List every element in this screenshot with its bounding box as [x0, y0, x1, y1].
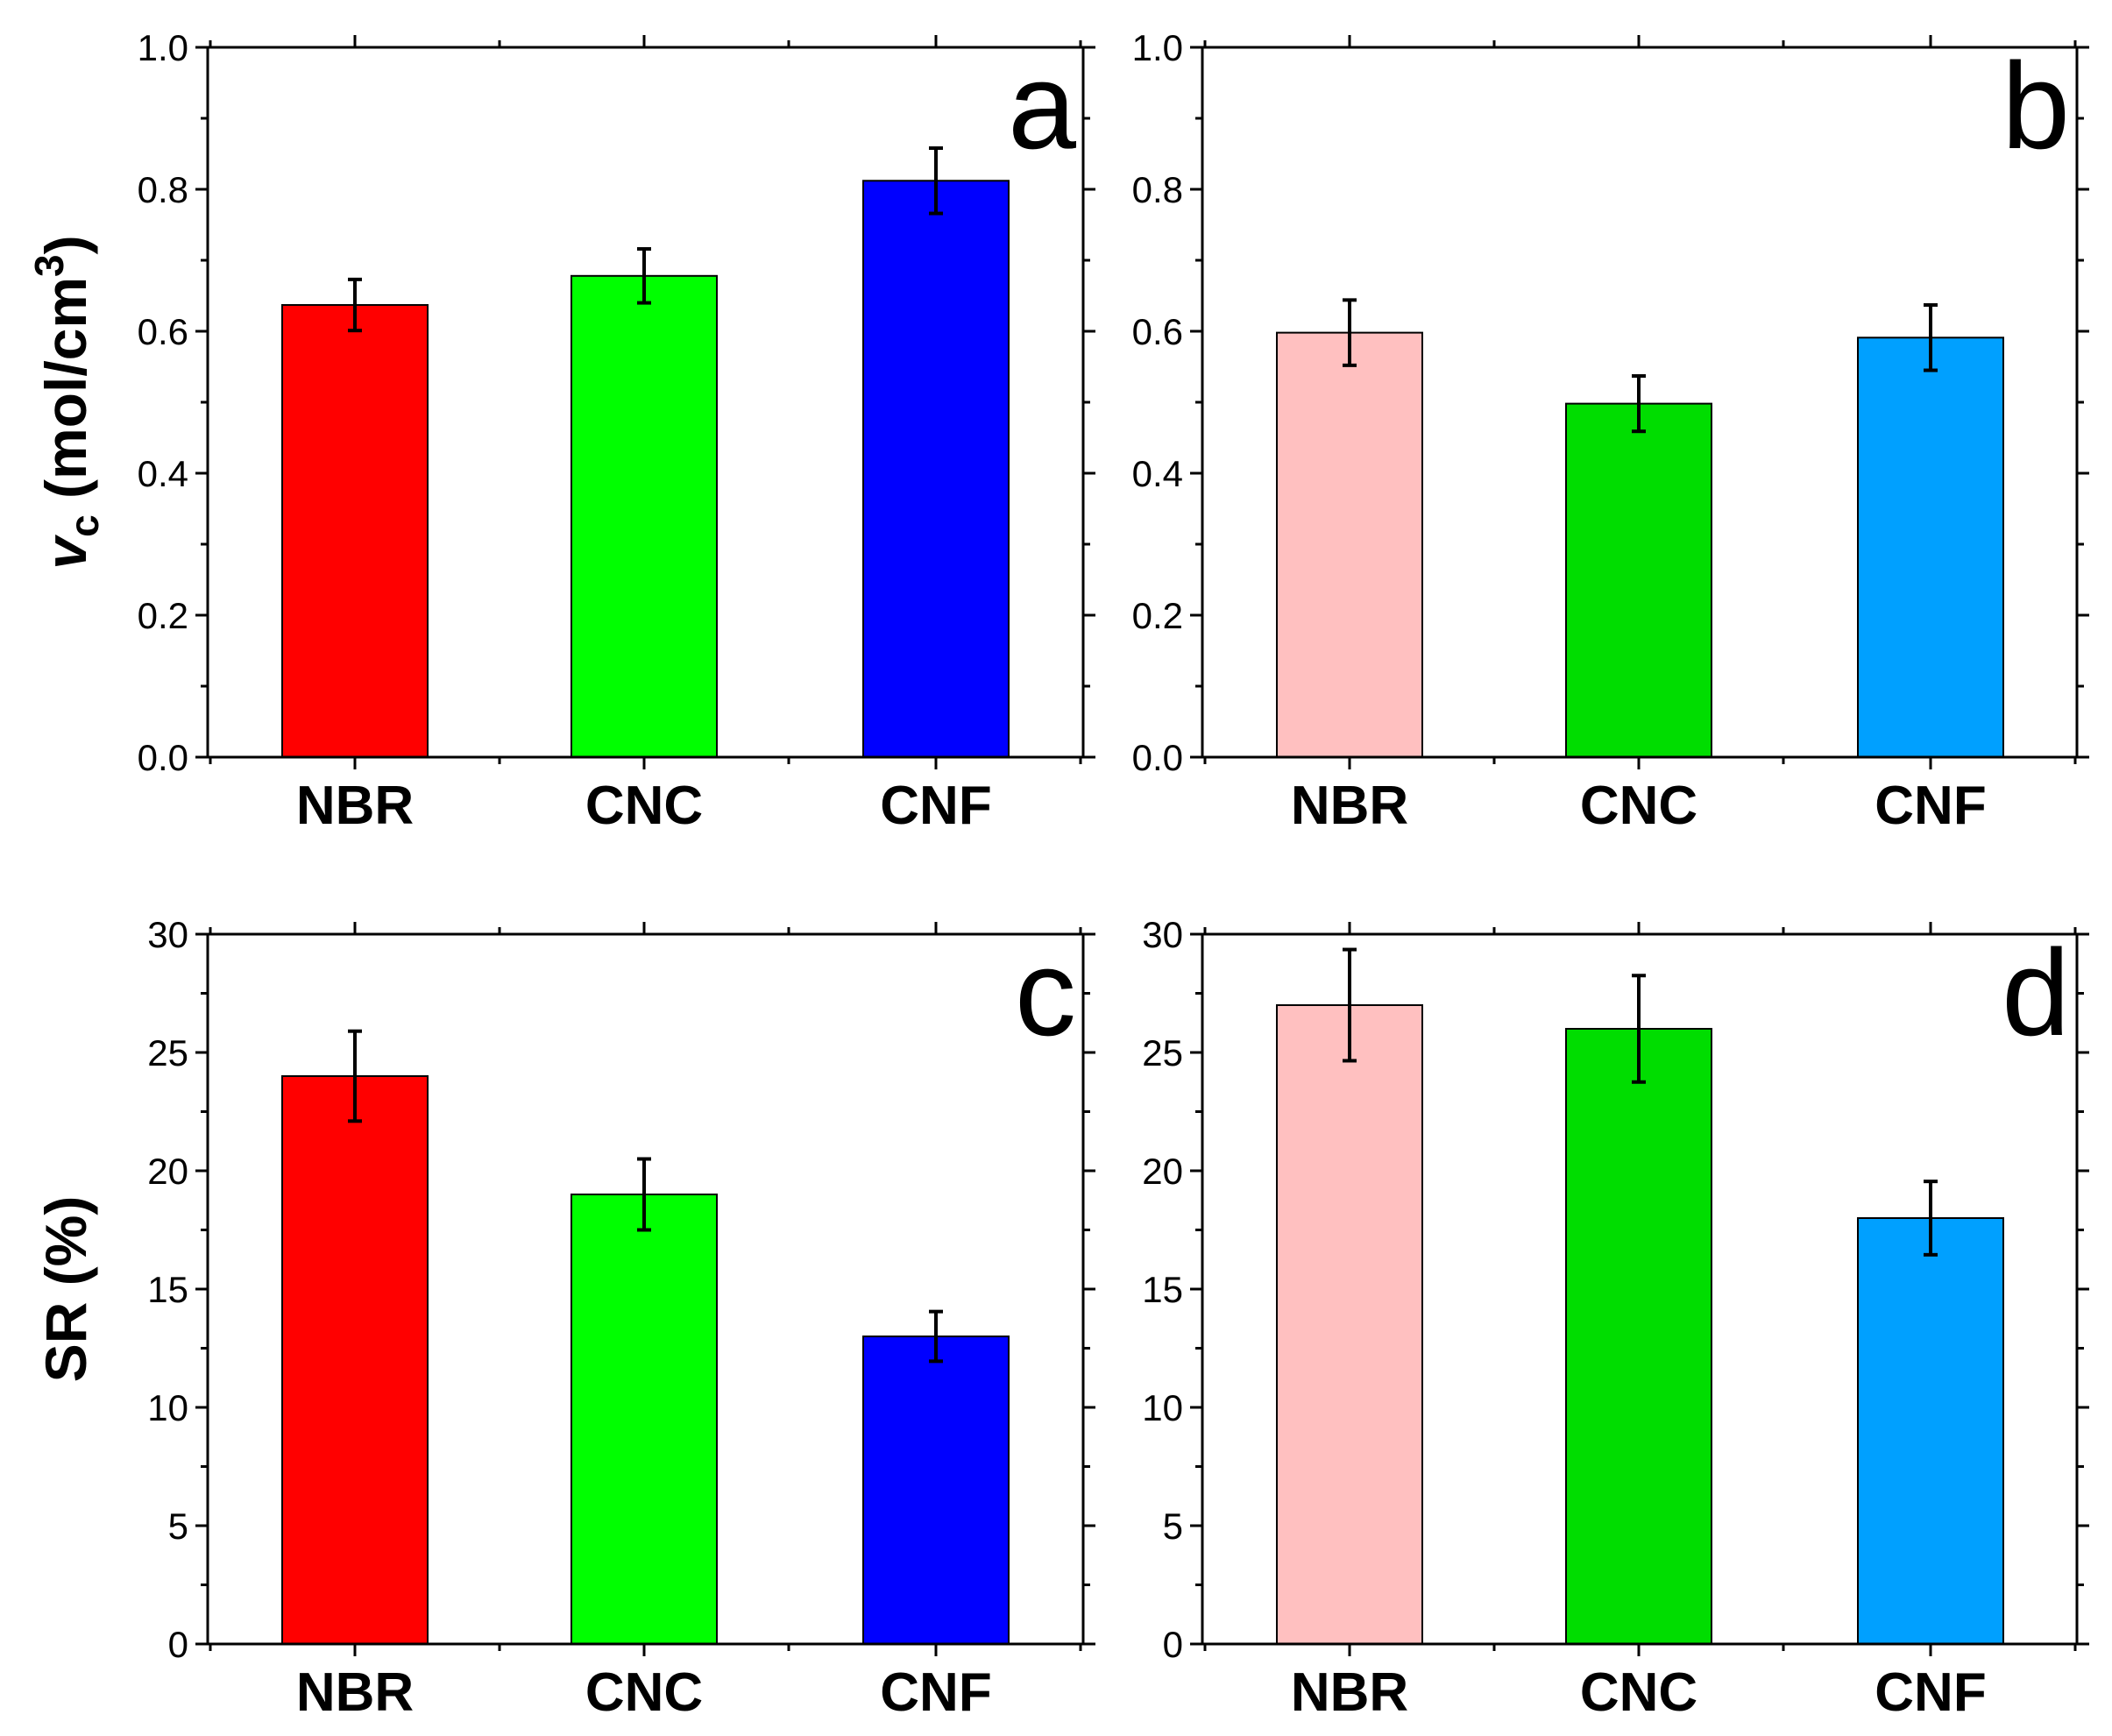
y-tick-label: 0.2: [1132, 595, 1183, 636]
error-bar-cnf: [929, 1309, 943, 1364]
x-ticks: [209, 922, 1082, 1656]
bar-nbr: [1276, 331, 1423, 758]
error-bar-nbr: [1343, 298, 1357, 367]
y-ticks: [195, 932, 1095, 1646]
bar-nbr: [281, 1075, 429, 1645]
y-tick-label: 30: [1142, 914, 1183, 955]
y-tick-label: 0.6: [138, 311, 188, 352]
y-tick-label: 1.0: [138, 27, 188, 68]
y-tick-label: 15: [1142, 1269, 1183, 1310]
y-tick-label: 25: [147, 1032, 188, 1073]
panel-letter: c: [1015, 924, 1076, 1061]
bar-cnf: [1857, 337, 2004, 758]
panel-b: 0.0 0.2 0.4 0.6 0.8 1.0 NBR CNC CNF b: [1132, 27, 2089, 836]
y-tick-label: 0.2: [138, 595, 188, 636]
bar-cnf: [1857, 1217, 2004, 1645]
y-tick-label: 5: [168, 1506, 188, 1547]
y-tick-label: 5: [1163, 1506, 1183, 1547]
bar-cnc: [1565, 402, 1712, 758]
y-tick-label: 25: [1142, 1032, 1183, 1073]
y-tick-label: 0: [168, 1624, 188, 1665]
bar-cnc: [571, 274, 718, 758]
bar-nbr: [1276, 1004, 1423, 1645]
error-bar-cnf: [1924, 1180, 1938, 1257]
y-axis-title-superscript: 3: [26, 254, 72, 277]
x-ticks: [1203, 922, 2077, 1656]
y-tick-label: 20: [1142, 1151, 1183, 1192]
error-bar-nbr: [1343, 947, 1357, 1063]
y-tick-label: 10: [147, 1387, 188, 1428]
y-tick-label: 0: [1163, 1624, 1183, 1665]
y-tick-label: 0.4: [1132, 453, 1183, 494]
bar-cnf: [862, 1336, 1010, 1645]
error-bar-cnc: [1632, 974, 1646, 1084]
y-tick-label: 0.0: [1132, 737, 1183, 778]
y-ticks: [1190, 932, 2089, 1646]
y-axis-title-symbol: v: [33, 535, 98, 570]
error-bar-cnc: [637, 1157, 651, 1232]
x-category-label-nbr: NBR: [296, 776, 414, 836]
x-category-label-cnf: CNF: [1875, 776, 1986, 836]
error-bar-cnc: [637, 247, 651, 305]
y-ticks: [1190, 46, 2089, 759]
bar-cnc: [571, 1194, 718, 1645]
y-axis-title: vc (mol/cm3): [26, 235, 107, 569]
panel-c: 0 5 10 15 20 25 30 NBR CNC CNF c SR (%): [33, 914, 1095, 1723]
error-bar-cnc: [1632, 374, 1646, 434]
y-tick-label: 15: [147, 1269, 188, 1310]
panel-letter: d: [2002, 924, 2070, 1061]
panel-letter: b: [2002, 37, 2070, 174]
y-tick-label: 0.0: [138, 737, 188, 778]
x-category-label-cnc: CNC: [1580, 1662, 1697, 1723]
x-category-label-nbr: NBR: [296, 1662, 414, 1723]
x-category-label-nbr: NBR: [1291, 776, 1408, 836]
y-tick-label: 0.4: [138, 453, 188, 494]
error-bar-cnf: [929, 146, 943, 216]
y-tick-label: 30: [147, 914, 188, 955]
x-category-label-cnc: CNC: [585, 1662, 703, 1723]
panel-d: 0 5 10 15 20 25 30 NBR CNC CNF d: [1142, 914, 2089, 1723]
error-bar-nbr: [348, 1029, 362, 1123]
x-category-label-cnf: CNF: [1875, 1662, 1986, 1723]
y-ticks: [195, 46, 1095, 759]
x-ticks: [1203, 35, 2077, 769]
y-axis-title-unit: (mol/cm: [33, 277, 98, 514]
x-category-label-cnf: CNF: [880, 776, 991, 836]
bar-cnc: [1565, 1028, 1712, 1645]
y-tick-label: 1.0: [1132, 27, 1183, 68]
y-axis-title-subscript: c: [61, 514, 107, 537]
panel-a: 0.0 0.2 0.4 0.6 0.8 1.0 NBR CNC CNF a vc (mol/cm3): [26, 27, 1095, 836]
y-tick-label: 10: [1142, 1387, 1183, 1428]
bar-cnf: [862, 180, 1010, 758]
x-category-label-nbr: NBR: [1291, 1662, 1408, 1723]
panel-letter: a: [1008, 37, 1076, 174]
y-tick-label: 0.6: [1132, 311, 1183, 352]
x-category-label-cnc: CNC: [585, 776, 703, 836]
y-tick-label: 0.8: [138, 169, 188, 210]
x-category-label-cnc: CNC: [1580, 776, 1697, 836]
y-tick-label: 20: [147, 1151, 188, 1192]
y-tick-label: 0.8: [1132, 169, 1183, 210]
y-axis-title: SR (%): [33, 1196, 98, 1383]
x-category-label-cnf: CNF: [880, 1662, 991, 1723]
error-bar-cnf: [1924, 303, 1938, 372]
x-ticks: [209, 35, 1082, 769]
bar-nbr: [281, 304, 429, 758]
error-bar-nbr: [348, 277, 362, 333]
y-axis-title-close: ): [33, 235, 98, 254]
